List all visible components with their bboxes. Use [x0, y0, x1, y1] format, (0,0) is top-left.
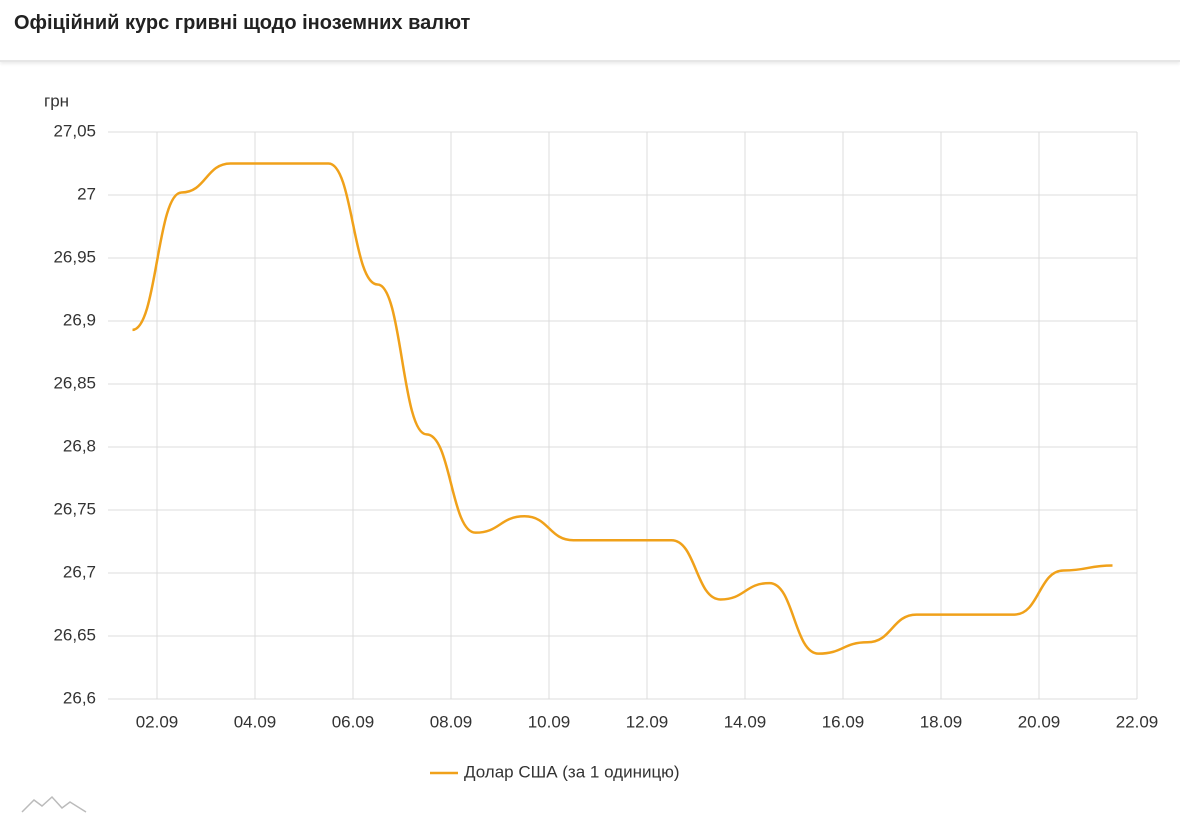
y-tick-label: 27	[77, 184, 96, 203]
line-series	[132, 162, 1113, 655]
x-tick-label: 22.09	[1116, 712, 1159, 731]
x-tick-label: 04.09	[234, 712, 277, 731]
logo	[21, 795, 87, 813]
y-tick-label: 26,85	[53, 373, 96, 392]
x-tick-label: 20.09	[1018, 712, 1061, 731]
y-tick-label: 26,7	[63, 562, 96, 581]
x-tick-label: 14.09	[724, 712, 767, 731]
y-tick-label: 26,65	[53, 625, 96, 644]
y-axis-label: грн	[44, 91, 69, 110]
x-tick-label: 06.09	[332, 712, 375, 731]
x-tick-label: 16.09	[822, 712, 865, 731]
y-tick-label: 26,6	[63, 688, 96, 707]
header: Офіційний курс гривні щодо іноземних вал…	[0, 0, 1180, 62]
y-tick-label: 27,05	[53, 121, 96, 140]
x-tick-label: 10.09	[528, 712, 571, 731]
x-tick-label: 02.09	[136, 712, 179, 731]
y-tick-label: 26,8	[63, 436, 96, 455]
y-tick-label: 26,9	[63, 310, 96, 329]
x-tick-label: 18.09	[920, 712, 963, 731]
y-tick-label: 26,75	[53, 499, 96, 518]
x-tick-label: 08.09	[430, 712, 473, 731]
legend-label: Долар США (за 1 одиницю)	[464, 762, 680, 781]
y-tick-label: 26,95	[53, 247, 96, 266]
x-tick-label: 12.09	[626, 712, 669, 731]
chart-title: Офіційний курс гривні щодо іноземних вал…	[14, 12, 471, 34]
